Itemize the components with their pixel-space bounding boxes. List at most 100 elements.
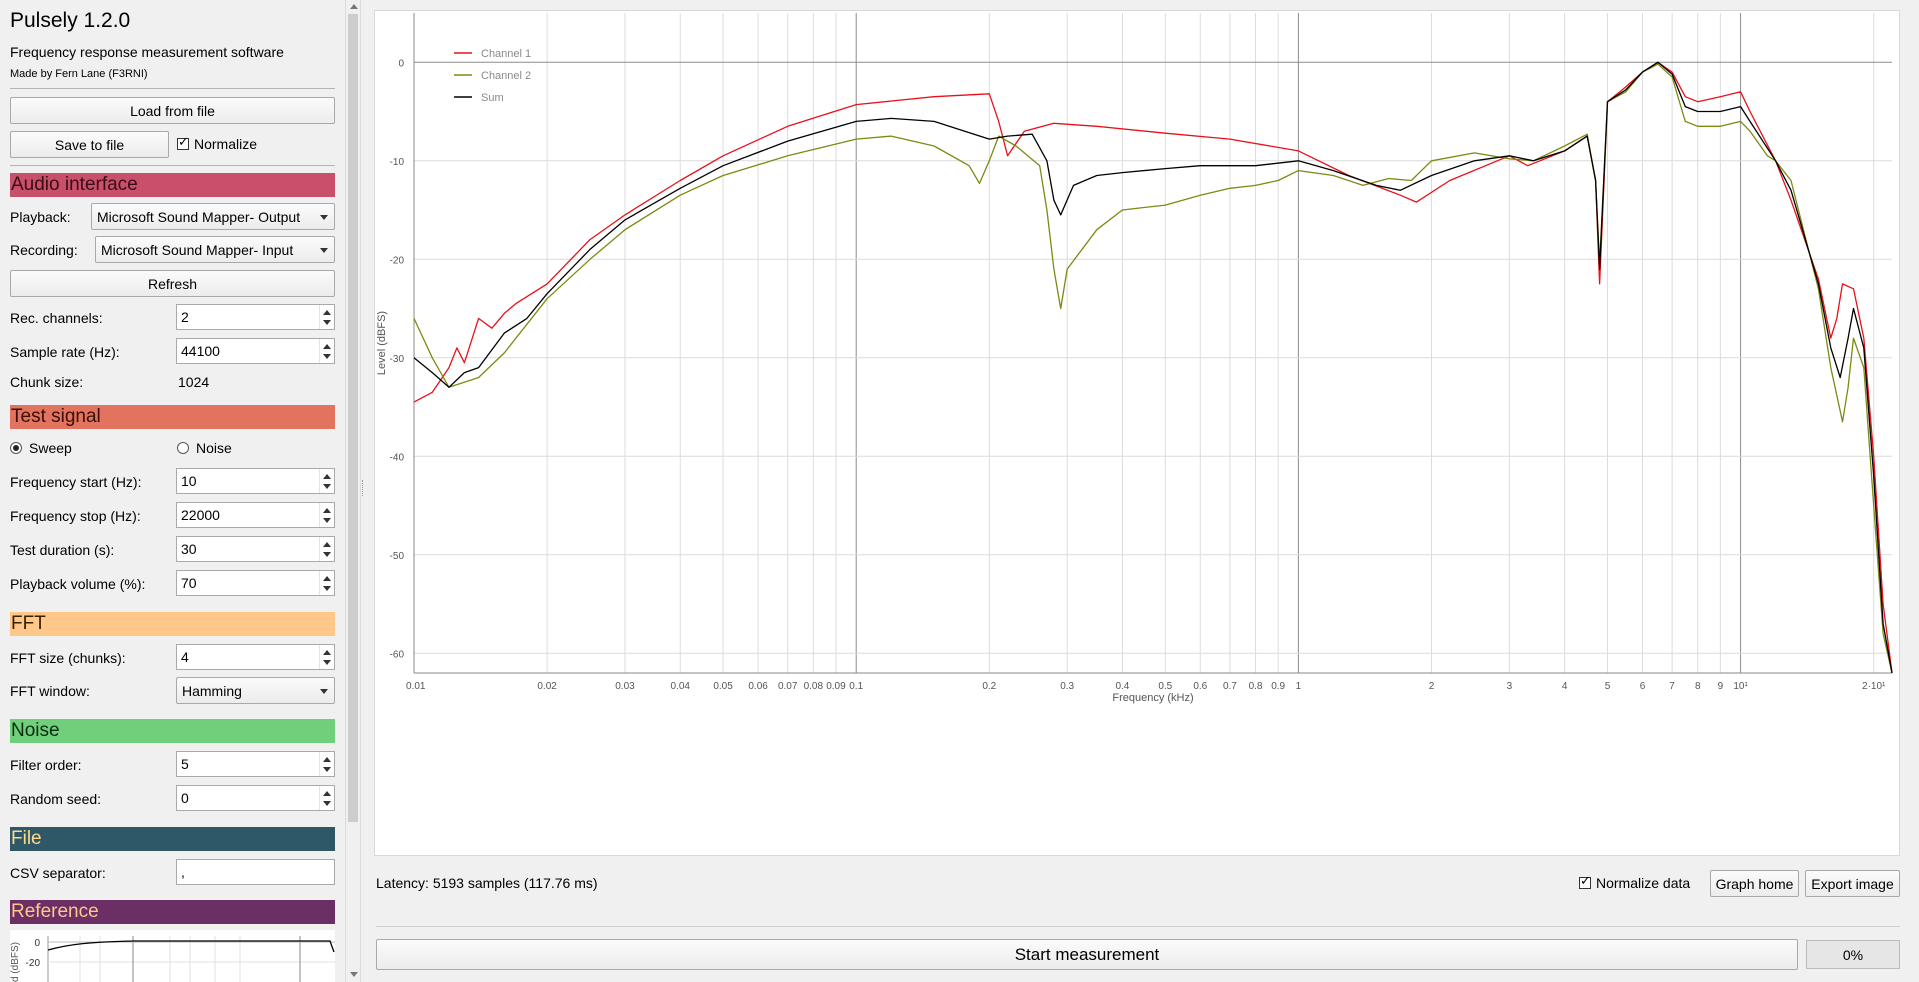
x-tick-label: 0.04 [670,681,690,692]
rec-channels-spinbox[interactable]: 2 [176,304,335,330]
progress-bar: 0% [1806,940,1900,969]
divider [10,165,335,166]
y-tick-label: -50 [390,551,405,562]
spin-up-icon[interactable] [322,503,332,515]
spin-up-icon[interactable] [322,786,332,798]
spin-down-icon[interactable] [322,764,332,776]
random-seed-value: 0 [181,790,189,806]
spin-up-icon[interactable] [322,571,332,583]
chart-legend: Channel 1 Channel 2 Sum [454,48,531,104]
x-tick-label: 7 [1669,681,1675,692]
spin-up-icon[interactable] [322,645,332,657]
csv-separator-input[interactable]: , [176,859,335,885]
frequency-response-chart[interactable]: 0 -10 -20 -30 -40 -50 -60 0.01 0.02 0.03 0.04 0.05 0… [375,11,1899,855]
sample-rate-value: 44100 [181,343,220,359]
noise-radio[interactable] [177,442,189,454]
x-tick-label: 2·10¹ [1862,681,1886,692]
normalize-data-label: Normalize data [1596,875,1691,891]
freq-start-spinbox[interactable]: 10 [176,468,335,494]
spin-down-icon[interactable] [322,481,332,493]
x-tick-label: 0.07 [778,681,798,692]
legend-label: Channel 2 [481,70,531,82]
playback-volume-label: Playback volume (%): [10,576,146,592]
scroll-up-icon[interactable] [350,4,358,9]
series-channel-1-line [413,61,1893,674]
spin-down-icon[interactable] [322,798,332,810]
app-author: Made by Fern Lane (F3RNI) [10,68,148,80]
splitter-handle[interactable] [362,480,365,496]
scroll-down-icon[interactable] [350,972,358,977]
x-tick-label: 0.01 [406,681,426,692]
sweep-radio[interactable] [10,442,22,454]
sample-rate-spinbox[interactable]: 44100 [176,338,335,364]
spin-down-icon[interactable] [322,317,332,329]
audio-interface-header: Audio interface [10,173,335,197]
playback-volume-spinbox[interactable]: 70 [176,570,335,596]
noise-radio-label: Noise [196,440,232,456]
spin-down-icon[interactable] [322,515,332,527]
recording-device-value: Microsoft Sound Mapper- Input [101,241,294,258]
y-tick-label: -20 [390,255,405,266]
random-seed-spinbox[interactable]: 0 [176,785,335,811]
spin-separator [319,305,320,329]
latency-readout: Latency: 5193 samples (117.76 ms) [376,875,598,891]
playback-device-select[interactable]: Microsoft Sound Mapper- Output [91,203,335,230]
y-tick-label: 0 [398,58,404,69]
spin-down-icon[interactable] [322,351,332,363]
recording-device-select[interactable]: Microsoft Sound Mapper- Input [95,236,335,263]
load-from-file-button[interactable]: Load from file [10,97,335,124]
sample-rate-label: Sample rate (Hz): [10,344,120,360]
spin-up-icon[interactable] [322,752,332,764]
graph-frame[interactable]: 0 -10 -20 -30 -40 -50 -60 0.01 0.02 0.03 0.04 0.05 0… [374,10,1900,856]
chunk-size-label: Chunk size: [10,374,84,390]
freq-stop-spinbox[interactable]: 22000 [176,502,335,528]
settings-panel: Pulsely 1.2.0 Frequency response measure… [0,0,345,982]
spin-up-icon[interactable] [322,469,332,481]
spin-down-icon[interactable] [322,549,332,561]
reference-tick-0: 0 [34,938,40,949]
chevron-down-icon [320,247,328,253]
csv-separator-label: CSV separator: [10,865,106,881]
noise-header: Noise [10,719,335,743]
x-tick-label: 10¹ [1733,681,1748,692]
fft-size-spinbox[interactable]: 4 [176,644,335,670]
test-duration-spinbox[interactable]: 30 [176,536,335,562]
series-sum-line [413,61,1893,674]
normalize-data-checkbox[interactable] [1579,874,1591,889]
export-image-button[interactable]: Export image [1805,870,1900,897]
playback-label: Playback: [10,209,71,225]
refresh-button[interactable]: Refresh [10,270,335,297]
y-tick-label: -60 [390,649,405,660]
reference-ylabel: d (dBFS) [10,942,21,982]
chart-grid [413,13,1892,673]
filter-order-spinbox[interactable]: 5 [176,751,335,777]
chevron-down-icon [320,214,328,220]
fft-window-value: Hamming [182,682,242,699]
x-tick-label: 8 [1695,681,1701,692]
spin-up-icon[interactable] [322,305,332,317]
x-tick-label: 0.03 [615,681,635,692]
scrollbar-thumb[interactable] [348,14,358,822]
start-measurement-button[interactable]: Start measurement [376,939,1798,970]
fft-window-select[interactable]: Hamming [176,677,335,704]
spin-up-icon[interactable] [322,537,332,549]
x-tick-label: 0.3 [1060,681,1074,692]
reference-mini-graph[interactable]: 0 -20 d (dBFS) [10,930,335,982]
spin-down-icon[interactable] [322,657,332,669]
spin-up-icon[interactable] [322,339,332,351]
graph-home-button[interactable]: Graph home [1710,870,1799,897]
csv-separator-value: , [181,864,185,880]
app-subtitle: Frequency response measurement software [10,44,284,60]
x-tick-label: 0.8 [1249,681,1263,692]
freq-stop-label: Frequency stop (Hz): [10,508,141,524]
normalize-checkbox[interactable] [177,135,189,150]
settings-scrollbar[interactable] [345,0,361,982]
spin-separator [319,752,320,776]
spin-down-icon[interactable] [322,583,332,595]
reference-header: Reference [10,900,335,924]
fft-window-label: FFT window: [10,683,90,699]
chart-axes: 0 -10 -20 -30 -40 -50 -60 0.01 0.02 0.03 0.04 0.05 0… [390,13,1892,692]
x-tick-label: 0.1 [849,681,863,692]
freq-stop-value: 22000 [181,507,220,523]
save-to-file-button[interactable]: Save to file [10,131,169,158]
